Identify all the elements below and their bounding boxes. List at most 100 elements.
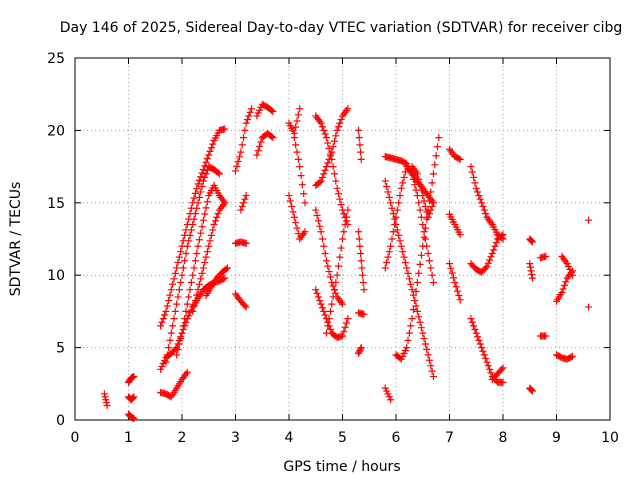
data-point bbox=[355, 134, 363, 142]
data-point bbox=[163, 302, 171, 310]
data-point bbox=[387, 199, 395, 207]
series-s24 bbox=[312, 286, 352, 341]
data-point bbox=[242, 239, 250, 247]
data-point bbox=[298, 181, 306, 189]
data-point bbox=[325, 268, 333, 276]
data-point bbox=[446, 260, 453, 268]
series-s29 bbox=[355, 344, 365, 357]
series-s45 bbox=[526, 384, 536, 395]
y-axis-label: SDTVAR / TECUs bbox=[8, 182, 24, 297]
x-tick-label: 2 bbox=[178, 430, 187, 446]
data-point bbox=[387, 396, 395, 404]
data-point bbox=[344, 105, 352, 113]
data-point bbox=[195, 193, 203, 201]
data-point bbox=[343, 213, 351, 221]
data-point bbox=[207, 144, 215, 152]
data-point bbox=[174, 345, 182, 353]
data-point bbox=[383, 183, 391, 191]
data-point bbox=[542, 252, 550, 260]
data-point bbox=[419, 242, 427, 250]
series-s19 bbox=[290, 134, 309, 207]
data-point bbox=[344, 315, 352, 323]
data-point bbox=[316, 222, 324, 230]
data-point bbox=[468, 318, 476, 326]
x-axis-label: GPS time / hours bbox=[283, 459, 400, 475]
data-point bbox=[318, 123, 326, 131]
data-point bbox=[387, 242, 395, 250]
data-point bbox=[317, 119, 325, 127]
data-point bbox=[221, 125, 229, 133]
series-s35 bbox=[408, 163, 437, 221]
data-point bbox=[404, 336, 412, 344]
data-point bbox=[190, 194, 198, 202]
data-point bbox=[424, 351, 432, 359]
data-point bbox=[484, 259, 492, 267]
data-point bbox=[329, 282, 337, 290]
data-point bbox=[269, 108, 277, 116]
data-point bbox=[221, 199, 229, 207]
data-point bbox=[197, 229, 205, 237]
data-point bbox=[413, 307, 421, 315]
x-tick-label: 1 bbox=[124, 430, 133, 446]
series-s46 bbox=[536, 252, 550, 262]
data-point bbox=[399, 248, 407, 256]
data-point bbox=[416, 181, 424, 189]
data-point bbox=[166, 336, 174, 344]
data-point bbox=[233, 162, 241, 170]
series-s10 bbox=[189, 199, 229, 315]
data-point bbox=[416, 318, 424, 326]
series-s22 bbox=[312, 105, 352, 189]
series-s16 bbox=[253, 100, 277, 120]
data-point bbox=[190, 215, 198, 223]
data-point bbox=[428, 179, 436, 187]
x-tick-label: 6 bbox=[392, 430, 401, 446]
data-point bbox=[488, 249, 496, 257]
data-point bbox=[498, 365, 506, 373]
data-point bbox=[320, 170, 328, 178]
data-point bbox=[542, 332, 550, 340]
data-point bbox=[429, 373, 437, 381]
data-point bbox=[175, 253, 183, 261]
data-point bbox=[296, 163, 304, 171]
data-point bbox=[391, 221, 399, 229]
data-point bbox=[158, 318, 166, 326]
data-point bbox=[486, 256, 494, 264]
data-point bbox=[471, 326, 479, 333]
data-point bbox=[253, 151, 261, 159]
data-point bbox=[187, 278, 195, 286]
data-point bbox=[289, 208, 297, 216]
data-point bbox=[313, 289, 321, 297]
data-point bbox=[559, 285, 567, 293]
data-point bbox=[129, 394, 137, 402]
data-point bbox=[193, 185, 201, 193]
data-point bbox=[322, 257, 330, 265]
data-point bbox=[237, 148, 245, 156]
data-point bbox=[407, 322, 415, 330]
data-point bbox=[421, 224, 429, 232]
data-point bbox=[201, 162, 209, 170]
data-points bbox=[100, 100, 593, 423]
data-point bbox=[129, 394, 137, 402]
data-point bbox=[320, 242, 328, 250]
data-point bbox=[421, 235, 429, 243]
data-point bbox=[317, 177, 325, 185]
data-point bbox=[130, 393, 138, 401]
data-point bbox=[389, 210, 397, 218]
data-point bbox=[456, 155, 464, 163]
x-tick-label: 5 bbox=[338, 430, 347, 446]
data-point bbox=[409, 291, 417, 299]
data-point bbox=[396, 237, 404, 245]
data-point bbox=[130, 415, 138, 423]
y-tick-label: 0 bbox=[56, 413, 65, 429]
data-point bbox=[221, 274, 229, 282]
data-point bbox=[435, 134, 443, 142]
data-point bbox=[329, 143, 337, 151]
data-point bbox=[400, 173, 408, 181]
data-point bbox=[256, 142, 264, 150]
data-point bbox=[191, 210, 199, 218]
data-point bbox=[244, 116, 252, 124]
series-s33 bbox=[381, 152, 437, 207]
data-point bbox=[392, 213, 400, 221]
data-point bbox=[185, 237, 193, 245]
data-point bbox=[397, 184, 405, 192]
